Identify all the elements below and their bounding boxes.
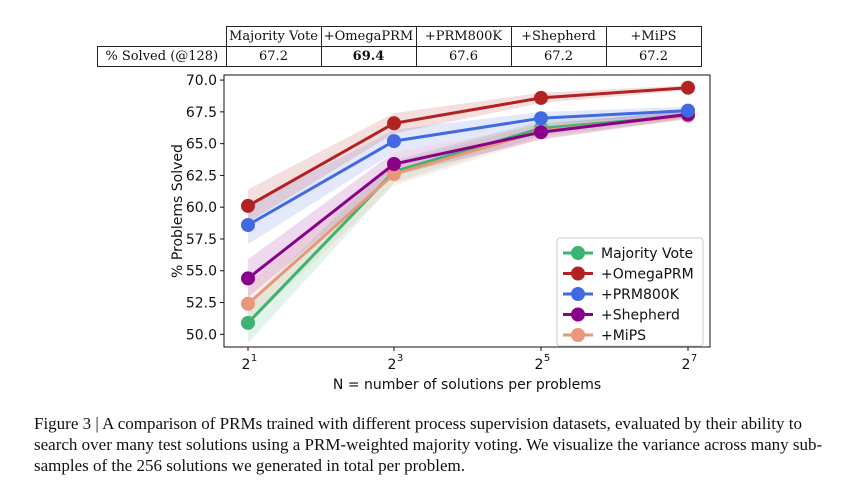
y-tick-label: 62.5	[186, 168, 217, 184]
y-tick-label: 52.5	[186, 296, 217, 312]
table-header-cell: +Shepherd	[510, 26, 607, 47]
data-point	[241, 218, 255, 232]
data-point	[241, 296, 255, 311]
table-value-cell: 67.2	[225, 46, 322, 67]
results-table: Majority Vote +OmegaPRM +PRM800K +Shephe…	[97, 26, 702, 67]
legend-label: +OmegaPRM	[601, 267, 694, 283]
series-line	[247, 112, 689, 280]
data-point	[681, 80, 695, 95]
table-value-cell: 67.2	[605, 46, 702, 67]
plot-frame	[223, 74, 711, 348]
data-point	[387, 134, 401, 149]
series-line	[247, 109, 689, 227]
x-tick-label: 2	[388, 357, 397, 373]
data-point	[241, 198, 255, 213]
y-tick-label: 65.0	[186, 137, 217, 153]
variance-band	[248, 85, 688, 223]
data-point	[387, 167, 401, 182]
line-chart: 50.052.555.057.560.062.565.067.570.02 1 2 3…	[170, 73, 711, 393]
y-tick-label: 60.0	[186, 200, 217, 216]
x-tick-exponent: 3	[397, 353, 403, 364]
x-tick-label: 2	[242, 357, 251, 373]
data-point	[387, 116, 401, 131]
y-axis-label: % Problems Solved	[170, 144, 186, 278]
data-point	[534, 125, 548, 140]
table-header-cell: +OmegaPRM	[320, 26, 417, 47]
legend-label: +PRM800K	[601, 287, 680, 303]
x-tick-exponent: 5	[544, 353, 550, 364]
data-point	[681, 103, 695, 118]
table-value-cell-best: 69.4	[320, 46, 417, 67]
data-point	[387, 157, 401, 171]
x-axis-label: N = number of solutions per problems	[333, 377, 601, 393]
x-tick-label: 2	[535, 357, 544, 373]
legend-label: Majority Vote	[601, 246, 693, 262]
data-point	[241, 315, 255, 330]
legend-label: +Shepherd	[601, 308, 680, 324]
y-tick-label: 57.5	[186, 232, 217, 248]
y-tick-label: 55.0	[186, 264, 217, 280]
table-value-cell: 67.6	[415, 46, 512, 67]
y-tick-label: 67.5	[186, 105, 217, 121]
table-row-label: % Solved (@128)	[97, 46, 227, 67]
legend-box	[556, 237, 704, 347]
x-tick-exponent: 1	[251, 353, 257, 364]
legend-marker	[571, 287, 585, 301]
table-header-cell: Majority Vote	[225, 26, 322, 47]
x-tick-label: 2	[682, 357, 691, 373]
x-tick-exponent: 7	[691, 353, 697, 364]
legend-marker	[571, 246, 585, 260]
data-point	[241, 271, 255, 286]
y-tick-label: 50.0	[186, 327, 217, 343]
table-row: % Solved (@128) 67.2 69.4 67.6 67.2 67.2	[97, 46, 702, 67]
data-point	[534, 111, 548, 126]
series-line	[247, 86, 689, 208]
legend-label: +MiPS	[601, 328, 646, 344]
legend-marker	[571, 328, 585, 342]
legend-marker	[571, 307, 585, 322]
y-tick-label: 70.0	[186, 73, 217, 89]
variance-band	[248, 111, 688, 325]
legend-marker	[571, 266, 585, 281]
figure-caption: Figure 3 | A comparison of PRMs trained …	[34, 414, 823, 475]
data-point	[534, 90, 548, 105]
